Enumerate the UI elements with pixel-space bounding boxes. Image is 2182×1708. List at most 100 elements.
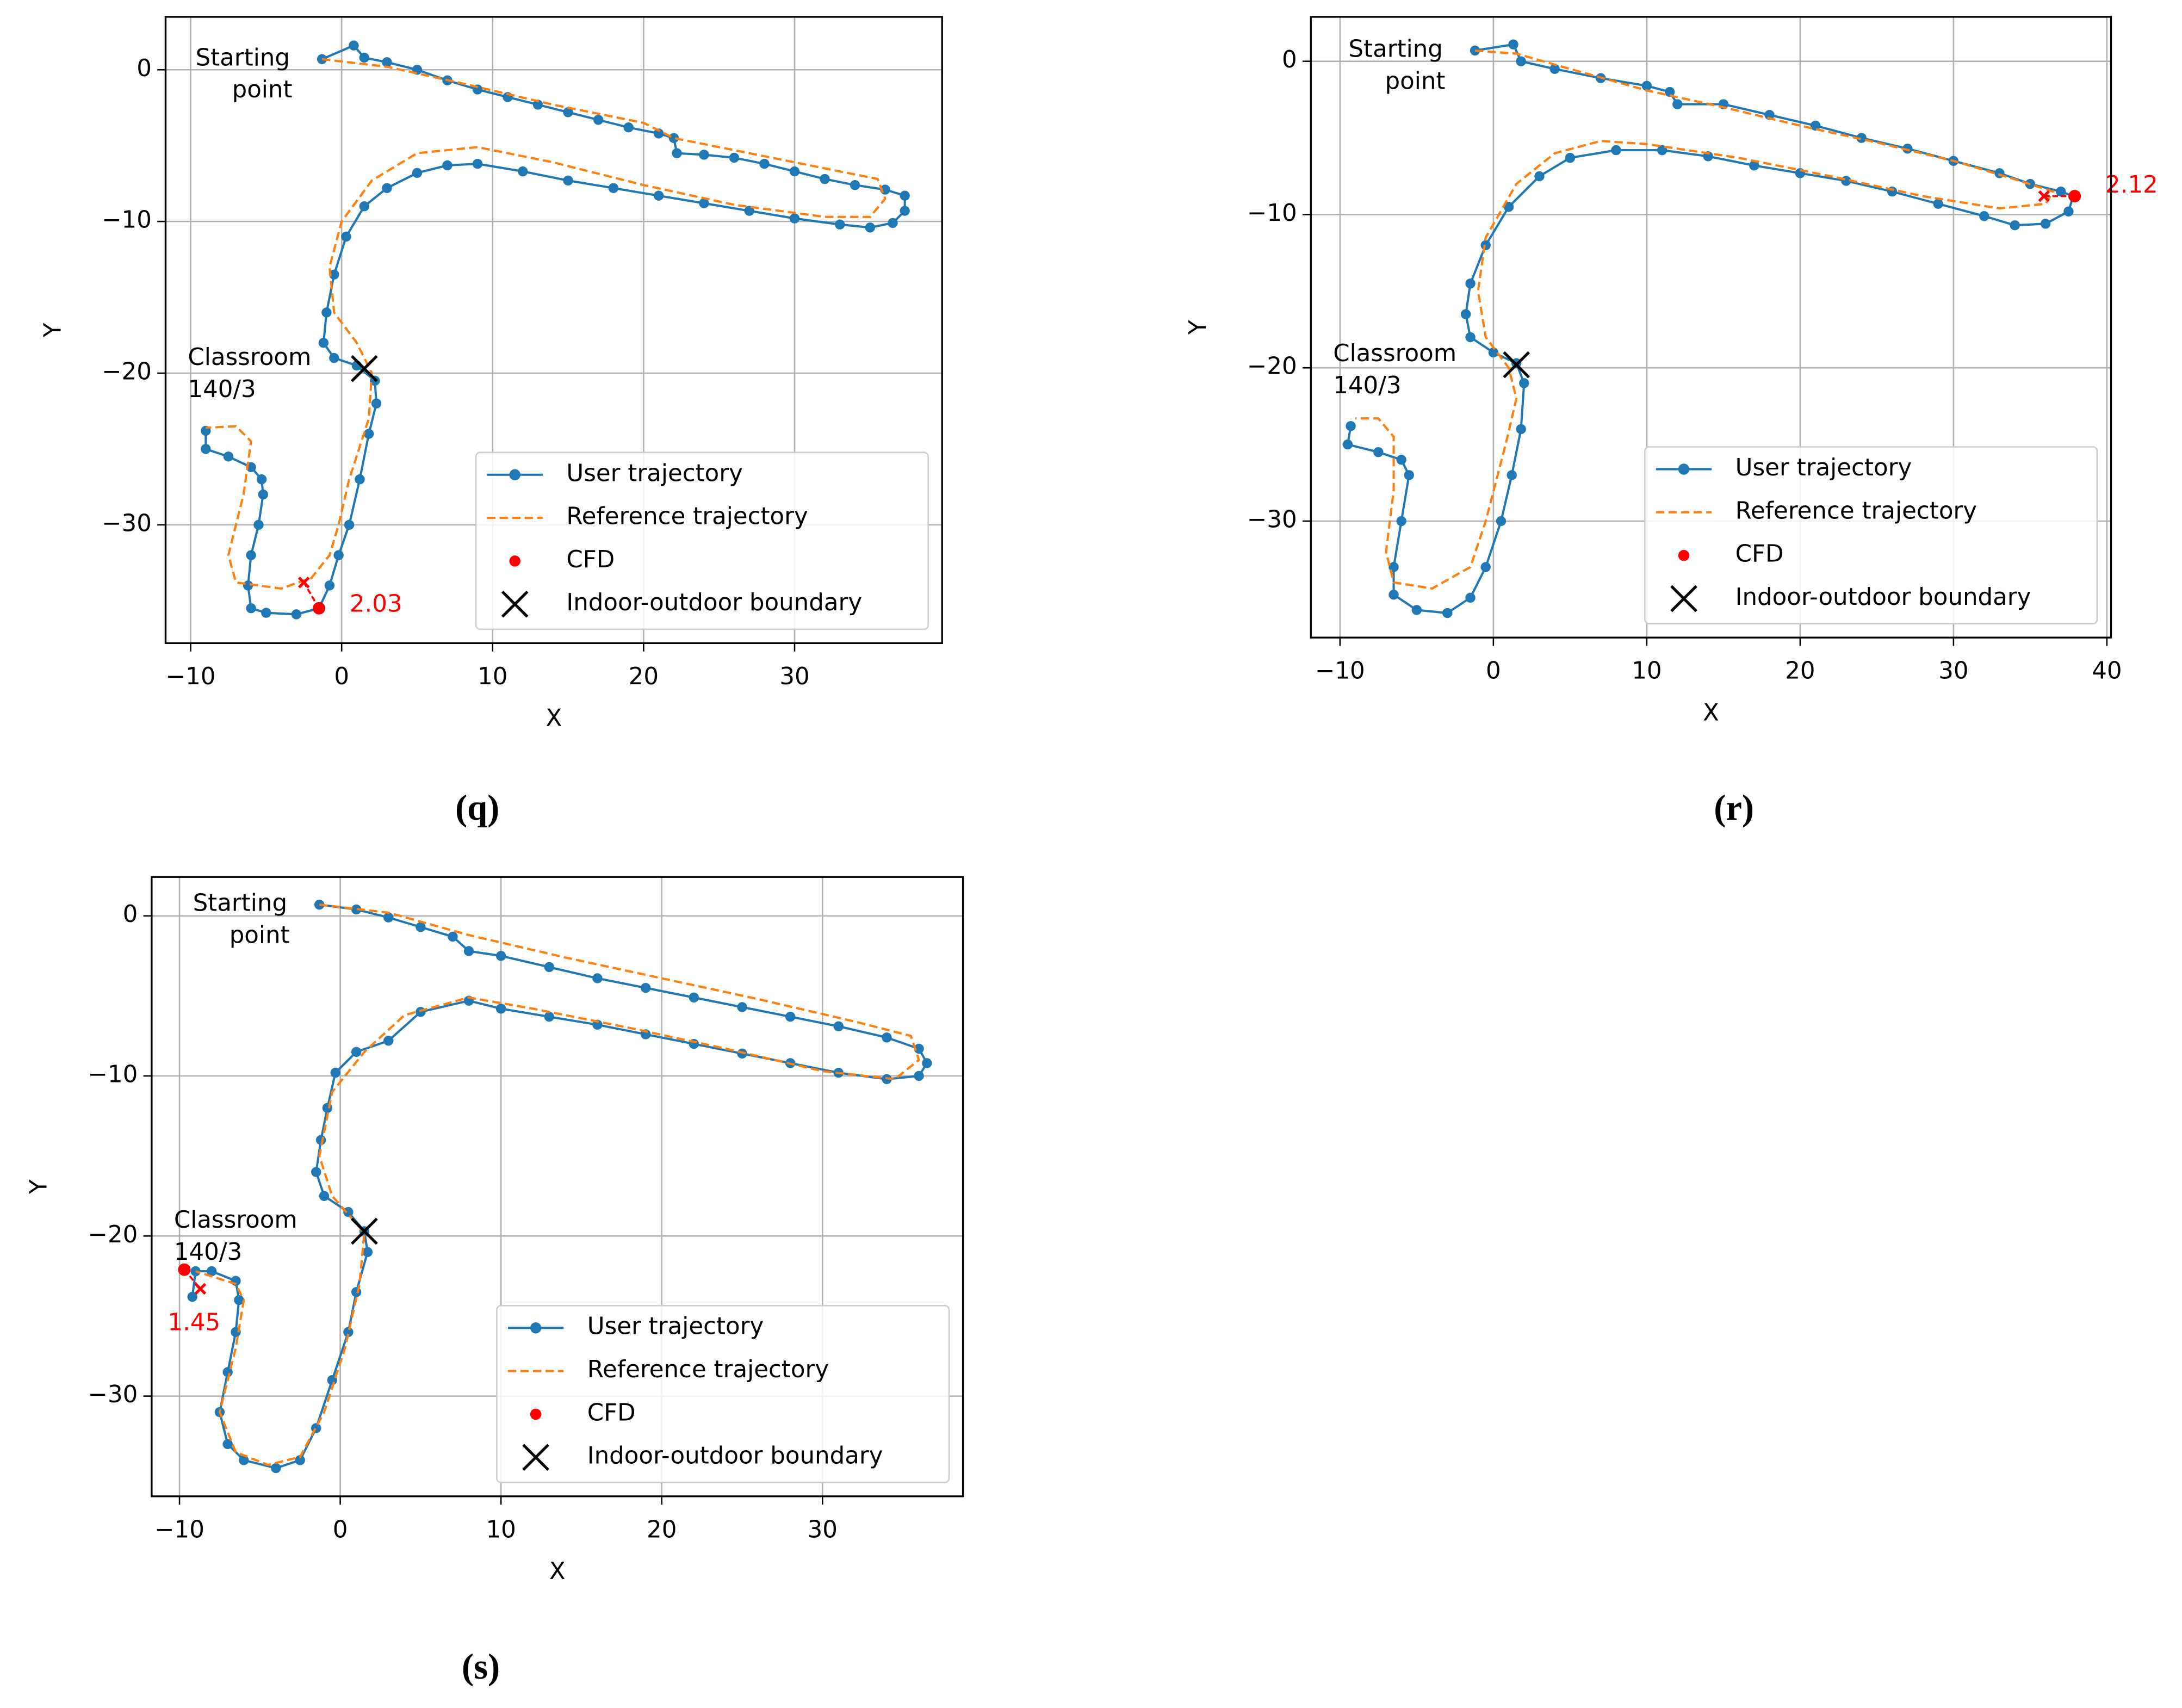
plot-area: [1342, 39, 2081, 618]
point: [1488, 347, 1499, 358]
legend-label: Indoor-outdoor boundary: [587, 1443, 883, 1470]
point: [362, 1247, 373, 1257]
point: [416, 1007, 426, 1017]
y-tick-label: −30: [102, 510, 152, 537]
legend-box: [475, 451, 929, 630]
chart: −10 0 10 20 30 40 −30 −20 −10 0 X Y (r) 2.12 Starting p…: [1185, 16, 2158, 828]
point: [472, 158, 483, 169]
point: [914, 1043, 924, 1054]
x-tick-label: 0: [334, 663, 349, 690]
legend-label: Reference trajectory: [566, 503, 808, 530]
legend-box: [496, 1305, 950, 1483]
point: [201, 444, 211, 454]
point: [318, 338, 329, 348]
point: [333, 550, 344, 560]
point: [1496, 516, 1507, 527]
start-annotation: Starting: [195, 44, 289, 71]
point: [311, 1167, 321, 1177]
point: [349, 40, 359, 51]
point: [206, 1266, 217, 1277]
point: [442, 160, 452, 171]
trajectory-line: [195, 903, 921, 1466]
point: [1465, 592, 1476, 603]
start-annotation: point: [1385, 67, 1446, 95]
boundary-marker: [351, 1217, 378, 1245]
axes-frame: [1310, 16, 2112, 639]
point: [344, 519, 355, 530]
point: [900, 190, 910, 201]
boundary-marker: [350, 355, 378, 382]
room-annotation: Classroom: [188, 344, 311, 371]
plot-area: [201, 40, 910, 620]
legend: User trajectory Reference trajectory CFD In…: [1644, 446, 2098, 624]
point: [623, 122, 634, 133]
y-tick-label: −10: [102, 207, 152, 234]
point: [1346, 421, 1356, 431]
point: [382, 183, 392, 193]
legend-label: User trajectory: [566, 460, 743, 487]
point: [341, 231, 351, 242]
x-tick-label: 30: [808, 1516, 838, 1543]
point: [1672, 99, 1683, 109]
point: [355, 474, 365, 485]
x-tick-label: −10: [1315, 658, 1365, 685]
point: [2010, 220, 2020, 231]
point: [1507, 470, 1517, 480]
cfd-reference-point: [194, 1283, 207, 1295]
room-annotation: 140/3: [1333, 372, 1401, 399]
point: [1508, 39, 1518, 49]
point: [351, 904, 362, 915]
legend-marker: [501, 590, 529, 618]
y-tick-label: −30: [1247, 506, 1297, 533]
point: [1465, 279, 1476, 289]
x-tick-label: −10: [166, 663, 216, 690]
point: [789, 213, 800, 224]
legend-marker: [530, 1408, 542, 1420]
caption: (s): [462, 1647, 500, 1687]
point: [371, 398, 382, 409]
legend-label: Indoor-outdoor boundary: [566, 589, 862, 616]
point: [2068, 190, 2081, 203]
legend-box: [1644, 446, 2098, 624]
legend-label: Indoor-outdoor boundary: [1735, 584, 2031, 611]
point: [593, 115, 604, 125]
point: [699, 150, 709, 160]
x-tick-label: 20: [1785, 658, 1815, 685]
cfd-value-label: 2.12: [2105, 171, 2158, 199]
point: [744, 206, 754, 216]
point: [412, 168, 423, 178]
point: [382, 57, 392, 67]
boundary-marker: [1503, 351, 1530, 379]
y-tick-label: 0: [137, 55, 152, 82]
point: [463, 946, 474, 956]
point: [914, 1070, 924, 1081]
point: [383, 1036, 394, 1046]
room-annotation: Classroom: [174, 1206, 297, 1234]
x-axis-label: X: [1703, 699, 1719, 726]
point: [261, 608, 271, 618]
point: [234, 1295, 244, 1305]
point: [330, 1067, 340, 1078]
legend-marker: [1678, 549, 1690, 561]
point: [1388, 590, 1399, 600]
x-tick-label: 0: [333, 1516, 348, 1543]
chart: −10 0 10 20 30 −30 −20 −10 0 X Y (q) 2.03 Starting poi…: [39, 16, 943, 828]
point: [258, 489, 269, 500]
point: [1396, 455, 1406, 465]
point: [291, 609, 302, 620]
room-annotation: 140/3: [188, 376, 256, 403]
point: [359, 201, 370, 212]
point: [1465, 332, 1476, 343]
legend-marker: [522, 1444, 549, 1471]
point: [319, 1191, 330, 1201]
start-annotation: point: [232, 76, 293, 103]
point: [640, 982, 651, 993]
point: [1460, 309, 1471, 319]
cfd-reference-point: [2038, 190, 2050, 202]
point: [608, 183, 619, 193]
point: [1442, 608, 1453, 618]
y-tick-label: −30: [88, 1381, 138, 1408]
legend-label: CFD: [587, 1399, 636, 1426]
